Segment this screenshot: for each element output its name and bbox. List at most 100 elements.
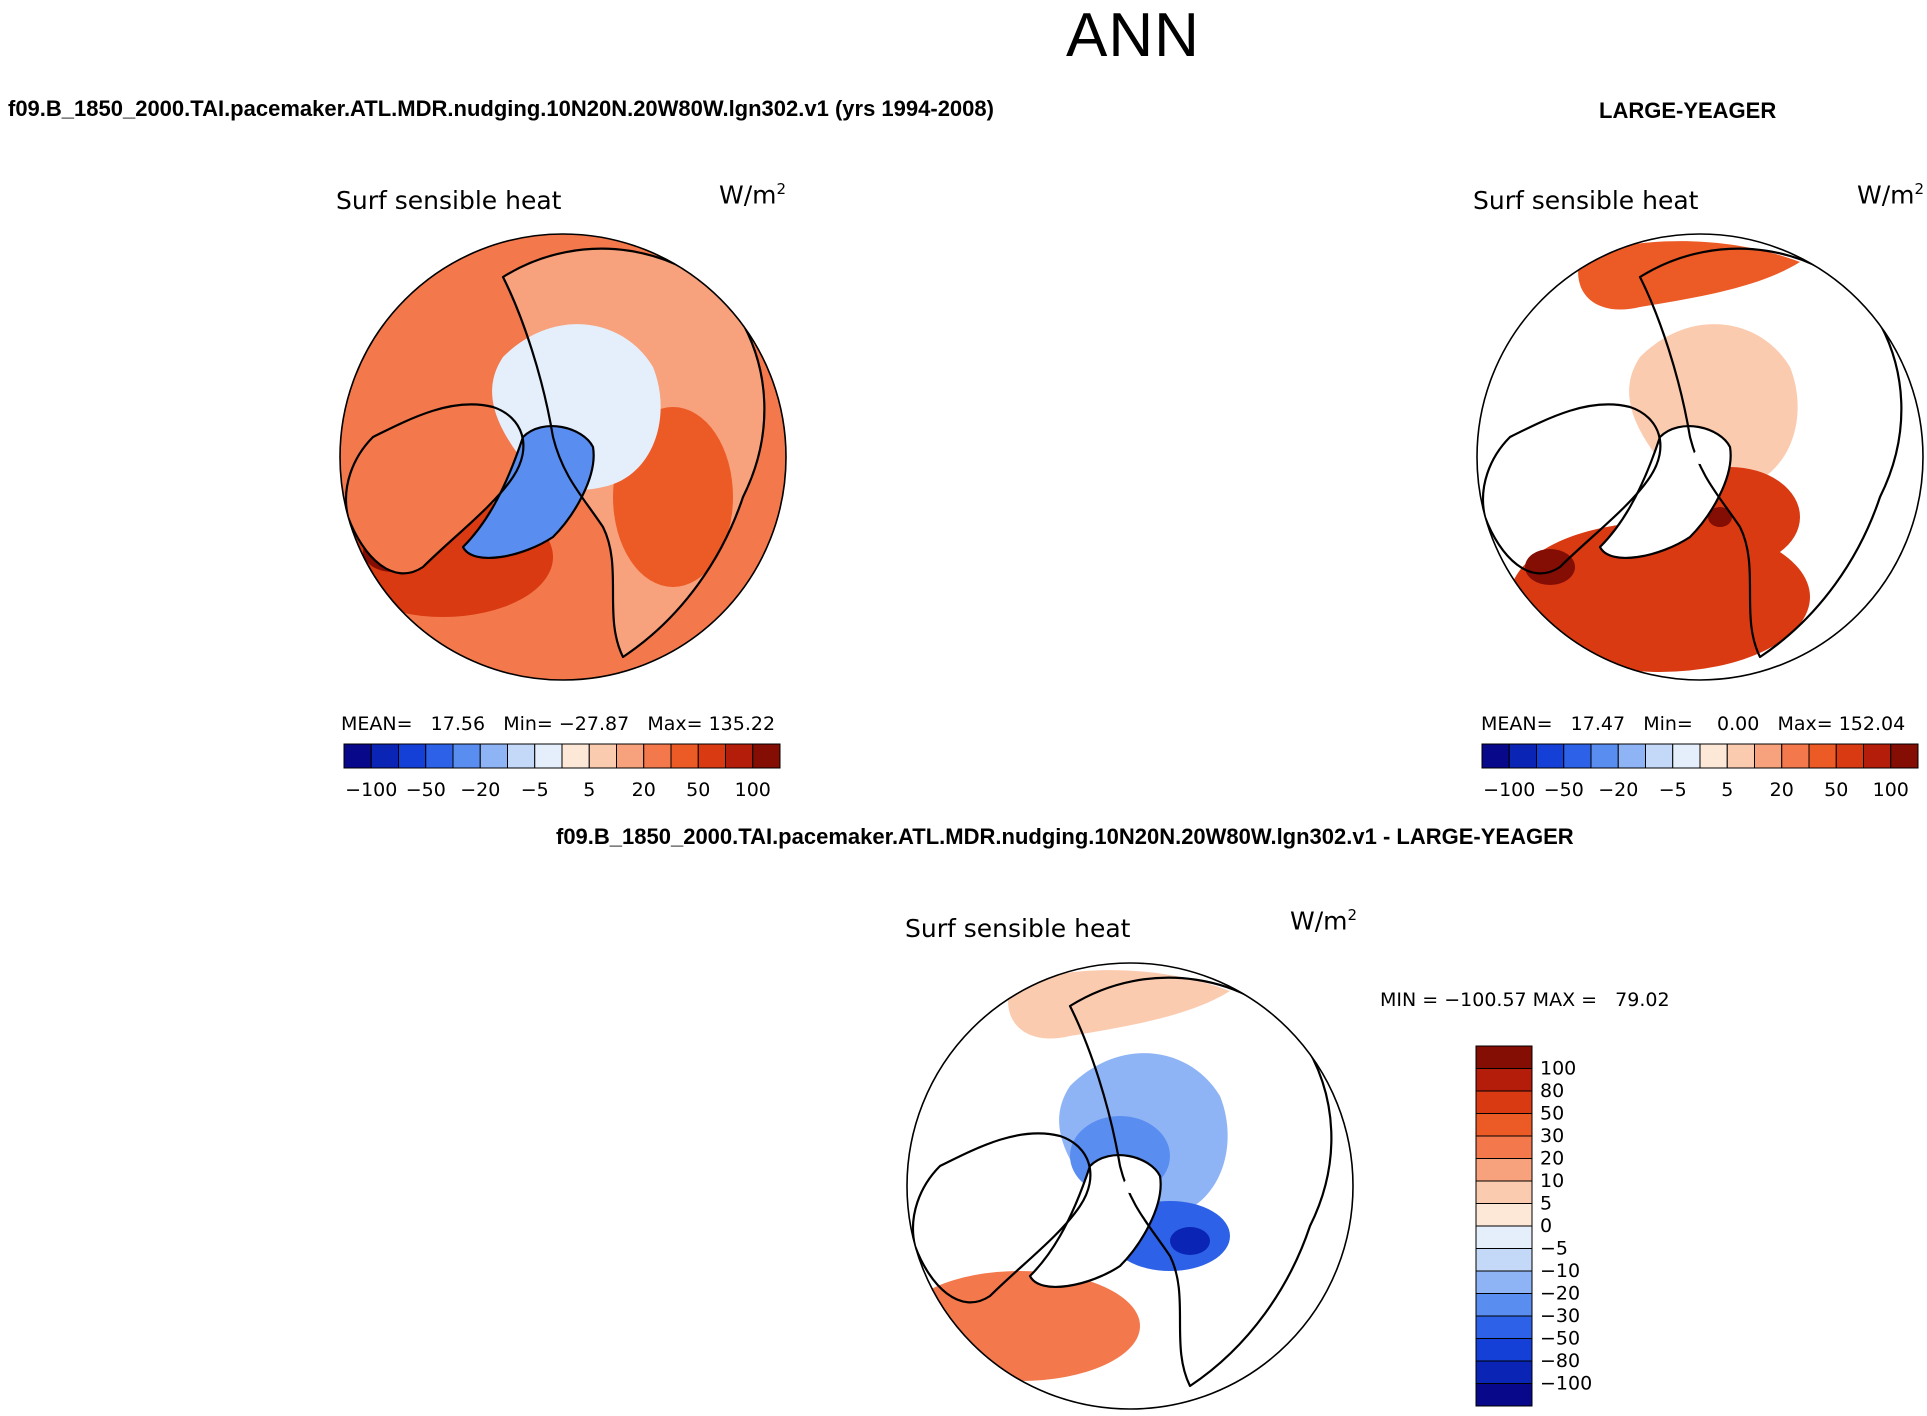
obs-colorbar-cell: [1617, 743, 1646, 769]
test-colorbar-tick-label: −5: [521, 779, 549, 801]
obs-colorbar-cell: [1754, 743, 1783, 769]
test-map-boundary: [339, 233, 787, 681]
obs-case-title: LARGE-YEAGER: [1599, 98, 1777, 123]
test-america-field: [345, 404, 524, 574]
diff-colorbar-tick-label: 0: [1540, 1215, 1552, 1237]
diff-colorbar-cell: [1475, 1338, 1533, 1362]
diff-pacific-field: [1008, 970, 1230, 1039]
diff-pole-hole: [1123, 1179, 1137, 1193]
diff-colorbar-tick-label: −100: [1540, 1373, 1592, 1395]
diff-colorbar-tick-label: −20: [1540, 1283, 1580, 1305]
diff-colorbar-tick-label: −5: [1540, 1238, 1568, 1260]
obs-colorbar-cell: [1508, 743, 1537, 769]
test-colorbar-cell: [616, 743, 645, 769]
diff-colorbar-tick-label: 100: [1540, 1058, 1576, 1080]
test-colorbar-cell: [479, 743, 508, 769]
obs-colorbar-cell: [1726, 743, 1755, 769]
test-colorbar-cell: [752, 743, 781, 769]
obs-colorbar-cell: [1835, 743, 1864, 769]
obs-colorbar-cell: [1645, 743, 1674, 769]
diff-colorbar-tick-label: 50: [1540, 1103, 1564, 1125]
diff-colorbar-cell: [1475, 1180, 1533, 1204]
test-max-label: Max=: [647, 713, 703, 735]
diff-max-value: 79.02: [1615, 989, 1670, 1011]
obs-min-label: Min=: [1643, 713, 1693, 735]
diff-colorbar-cell: [1475, 1045, 1533, 1069]
diff-colorbar-tick-label: 20: [1540, 1148, 1564, 1170]
test-colorbar-cell: [697, 743, 726, 769]
diff-stats: MIN = −100.57 MAX = 79.02: [1380, 989, 1670, 1011]
obs-barents-core: [1708, 507, 1732, 527]
obs-pacific-field: [1578, 241, 1800, 310]
diff-colorbar-tick-label: −10: [1540, 1260, 1580, 1282]
test-mean-value: 17.56: [430, 713, 486, 735]
test-greenland-field: [463, 426, 594, 558]
test-coastline-1: [344, 403, 525, 575]
obs-colorbar-cell: [1563, 743, 1592, 769]
obs-colorbar-tick-label: 5: [1721, 779, 1733, 801]
test-mean-label: MEAN=: [341, 713, 413, 735]
obs-colorbar-cell: [1808, 743, 1837, 769]
test-colorbar-tick-label: −50: [406, 779, 446, 801]
obs-max-label: Max=: [1777, 713, 1833, 735]
diff-colorbar-cell: [1475, 1293, 1533, 1317]
obs-max-value: 152.04: [1838, 713, 1906, 735]
test-ocean-field: [340, 234, 786, 680]
obs-plot-title: Surf sensible heat: [1473, 186, 1699, 215]
test-colorbar-tick-label: −100: [345, 779, 397, 801]
diff-arctic-field: [1059, 1053, 1228, 1219]
diff-units-base: W/m: [1290, 906, 1348, 936]
obs-coastline-1: [1481, 403, 1662, 575]
test-labrador-core: [363, 532, 423, 572]
obs-land-mask: [1477, 234, 1923, 680]
diff-colorbar-cell: [1475, 1360, 1533, 1384]
test-coastline-0: [461, 425, 595, 559]
diff-colorbar-cell: [1475, 1068, 1533, 1092]
obs-greenland-mask: [1600, 426, 1731, 558]
test-atlantic-field: [340, 497, 553, 617]
obs-colorbar-tick-label: −100: [1483, 779, 1535, 801]
obs-colorbar-cell: [1672, 743, 1701, 769]
obs-colorbar-tick-label: 20: [1770, 779, 1794, 801]
obs-min-value: 0.00: [1717, 713, 1760, 735]
season-title: ANN: [1066, 1, 1200, 70]
diff-colorbar-cell: [1475, 1090, 1533, 1114]
diff-colorbar-tick-label: 5: [1540, 1193, 1552, 1215]
diff-units-exp: 2: [1347, 906, 1358, 924]
diff-colorbar-tick-label: 30: [1540, 1125, 1564, 1147]
obs-colorbar-tick-label: 50: [1824, 779, 1848, 801]
test-colorbar-tick-label: 20: [632, 779, 656, 801]
obs-colorbar-cell: [1890, 743, 1919, 769]
obs-mean-value: 17.47: [1570, 713, 1626, 735]
diff-case-title: f09.B_1850_2000.TAI.pacemaker.ATL.MDR.nu…: [556, 824, 1574, 849]
test-colorbar-cell: [398, 743, 427, 769]
diff-arctic-central: [1070, 1116, 1170, 1196]
test-arctic-field: [492, 324, 661, 490]
obs-colorbar-tick-label: −5: [1659, 779, 1687, 801]
obs-units: W/m2: [1857, 180, 1924, 209]
diff-map-boundary: [906, 962, 1354, 1410]
test-units-base: W/m: [719, 180, 777, 210]
diff-coastline-0: [1028, 1154, 1162, 1288]
obs-arctic-field: [1629, 324, 1798, 490]
diff-units: W/m2: [1290, 906, 1357, 935]
diff-colorbar-cell: [1475, 1158, 1533, 1182]
test-units-exp: 2: [776, 180, 787, 198]
test-min-label: Min=: [503, 713, 553, 735]
diff-coastline-1: [911, 1132, 1092, 1304]
test-colorbar-cell: [588, 743, 617, 769]
diff-colorbar-cell: [1475, 1225, 1533, 1249]
test-colorbar-cell: [670, 743, 699, 769]
diff-colorbar-tick-label: 10: [1540, 1170, 1564, 1192]
test-stats: MEAN= 17.56 Min= −27.87 Max= 135.22: [341, 713, 775, 735]
test-colorbar-cell: [534, 743, 563, 769]
obs-stats: MEAN= 17.47 Min= 0.00 Max= 152.04: [1481, 713, 1905, 735]
diff-colorbar-tick-label: −50: [1540, 1328, 1580, 1350]
diff-plot-title: Surf sensible heat: [905, 914, 1131, 943]
test-colorbar-cell: [561, 743, 590, 769]
diff-atlantic-field: [907, 1271, 1140, 1381]
test-colorbar-cell: [425, 743, 454, 769]
obs-map-boundary: [1476, 233, 1924, 681]
diff-coastline-2: [1068, 976, 1333, 1388]
obs-mean-label: MEAN=: [1481, 713, 1553, 735]
